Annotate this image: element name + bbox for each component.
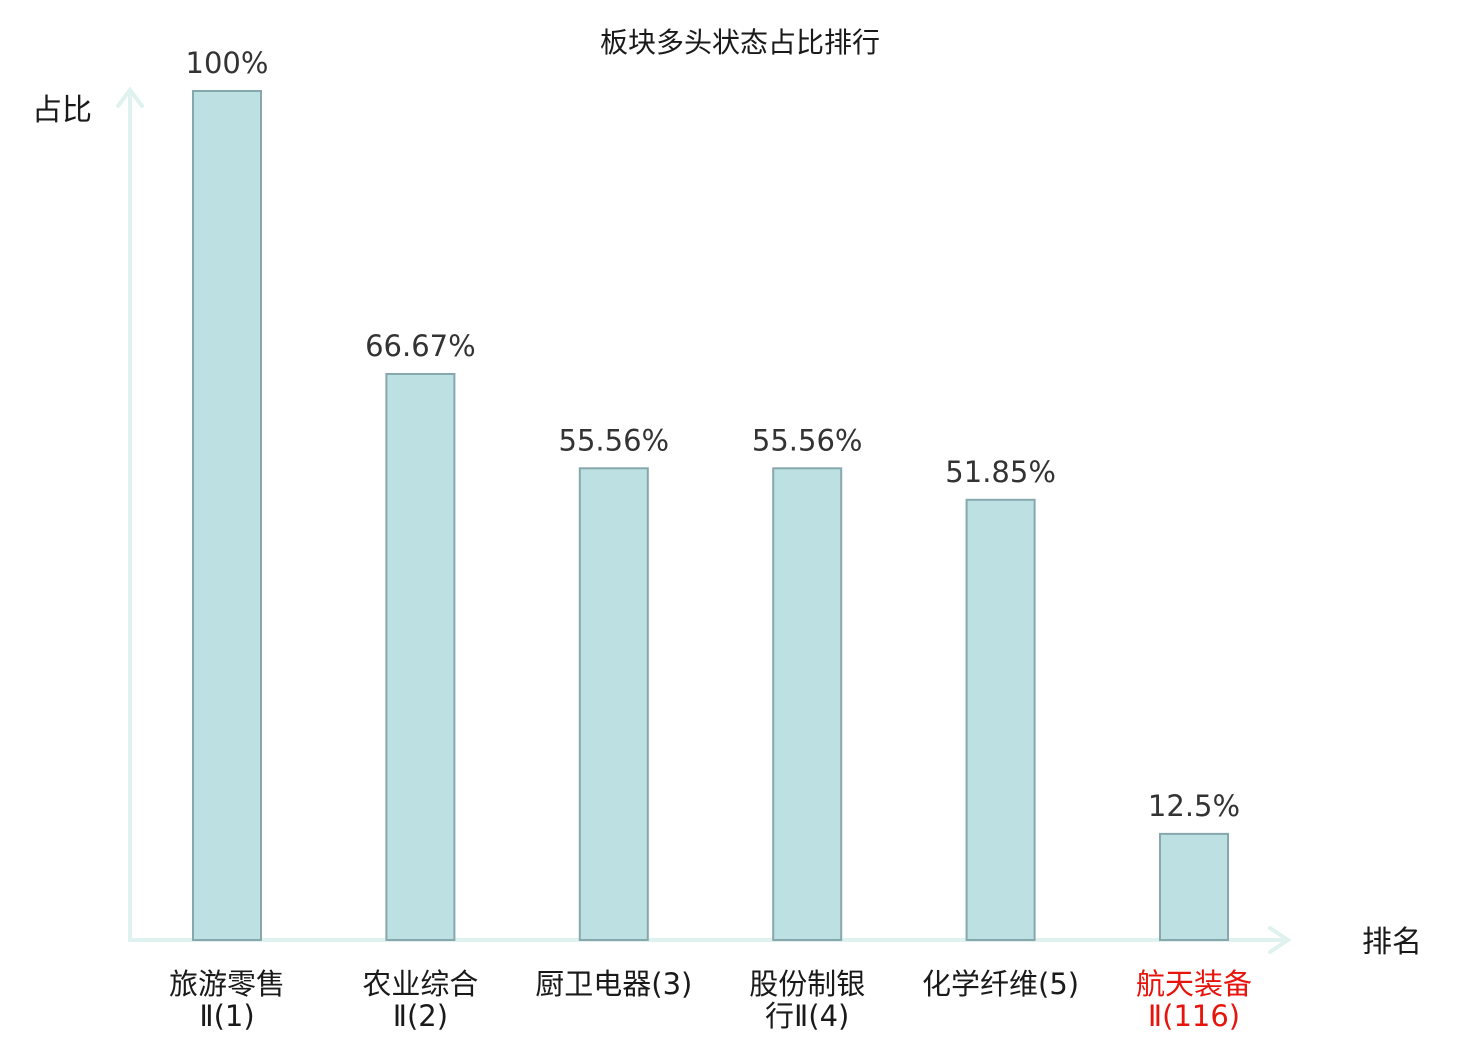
- x-axis-label: 排名: [1362, 925, 1422, 960]
- x-tick-label-5-line-1: 化学纤维(5): [922, 967, 1079, 1001]
- bar-6: [1159, 832, 1229, 941]
- value-label-4: 55.56%: [752, 423, 863, 457]
- bar-5: [965, 498, 1036, 941]
- value-label-6: 12.5%: [1148, 789, 1240, 823]
- y-axis-arrow: [116, 86, 144, 108]
- value-label-1: 100%: [186, 46, 269, 80]
- x-tick-label-1-line-1: 旅游零售: [169, 967, 285, 1001]
- x-tick-label-1-line-2: Ⅱ(1): [199, 999, 254, 1033]
- x-tick-label-3-line-1: 厨卫电器(3): [535, 967, 692, 1001]
- x-tick-label-6-line-2: Ⅱ(116): [1148, 999, 1240, 1033]
- bar-1: [192, 90, 262, 941]
- y-axis-label: 占比: [32, 93, 92, 128]
- bars-group: [192, 90, 1229, 942]
- value-label-5: 51.85%: [945, 455, 1056, 489]
- x-tick-label-4-line-1: 股份制银: [749, 967, 865, 1001]
- x-tick-label-6-line-1: 航天装备: [1136, 967, 1252, 1001]
- value-label-3: 55.56%: [559, 423, 670, 457]
- x-tick-label-2-line-1: 农业综合: [362, 967, 478, 1001]
- chart-title: 板块多头状态占比排行: [600, 26, 880, 59]
- x-axis-arrow: [1268, 926, 1292, 954]
- x-tick-label-2-line-2: Ⅱ(2): [393, 999, 448, 1033]
- bar-labels-group: 100% 66.67% 55.56% 55.56% 51.85% 12.5%: [186, 46, 1241, 823]
- value-label-2: 66.67%: [365, 329, 476, 363]
- bar-4: [772, 467, 843, 941]
- bar-3: [578, 467, 649, 941]
- x-tick-label-4-line-2: 行Ⅱ(4): [765, 999, 849, 1033]
- bar-2: [385, 372, 456, 942]
